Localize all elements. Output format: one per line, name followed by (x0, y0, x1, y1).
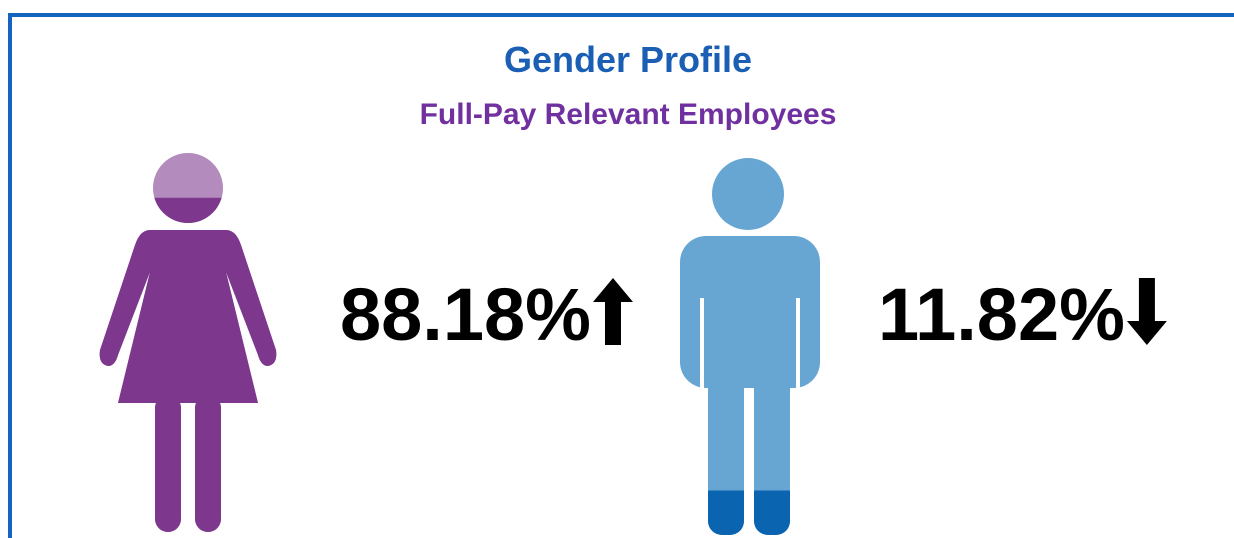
value-label: 88.18% (340, 273, 591, 356)
frame (8, 13, 1234, 538)
value-label: 11.82% (878, 273, 1125, 356)
figures: 88.18% 11.82% (99, 153, 1167, 535)
title: Gender Profile (504, 39, 752, 80)
arrow-down (1126, 278, 1167, 345)
arrow-up (592, 278, 633, 345)
figure-fill (99, 197, 277, 532)
subtitle: Full-Pay Relevant Employees (420, 98, 837, 131)
